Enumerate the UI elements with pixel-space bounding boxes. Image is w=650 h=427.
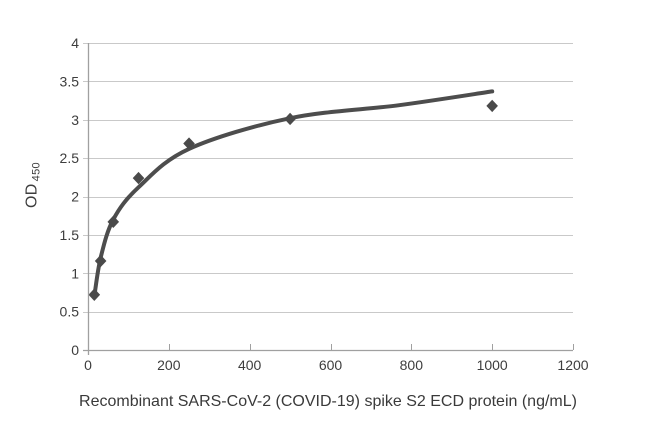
- y-tick-label: 0: [71, 342, 79, 358]
- x-tick-label: 400: [238, 357, 262, 373]
- y-tick-label: 3.5: [60, 73, 80, 89]
- y-axis-title: OD450: [24, 162, 43, 208]
- x-tick-label: 0: [84, 357, 92, 373]
- data-point-marker: [107, 215, 120, 229]
- data-point-marker: [486, 99, 498, 113]
- x-tick-label: 600: [319, 357, 343, 373]
- y-tick-label: 4: [71, 35, 79, 51]
- data-point-marker: [132, 171, 145, 185]
- x-tick-label: 1000: [477, 357, 508, 373]
- data-point-marker: [94, 254, 107, 268]
- fitted-curve: [92, 89, 495, 299]
- x-tick-label: 200: [157, 357, 181, 373]
- x-axis-title: Recombinant SARS-CoV-2 (COVID-19) spike …: [79, 393, 577, 410]
- y-tick-label: 1.5: [60, 227, 80, 243]
- y-axis-title-text: OD: [23, 183, 41, 208]
- y-tick-label: 3: [71, 112, 79, 128]
- y-tick-label: 2: [71, 189, 79, 205]
- y-tick-label: 0.5: [60, 304, 80, 320]
- y-tick-label: 1: [71, 265, 79, 281]
- data-point-marker: [284, 112, 296, 126]
- x-tick-label: 1200: [557, 357, 588, 373]
- y-tick-label: 2.5: [60, 150, 80, 166]
- data-point-marker: [88, 288, 101, 301]
- y-axis-title-subscript: 450: [30, 162, 43, 182]
- data-point-marker: [183, 137, 195, 150]
- x-tick-label: 800: [400, 357, 424, 373]
